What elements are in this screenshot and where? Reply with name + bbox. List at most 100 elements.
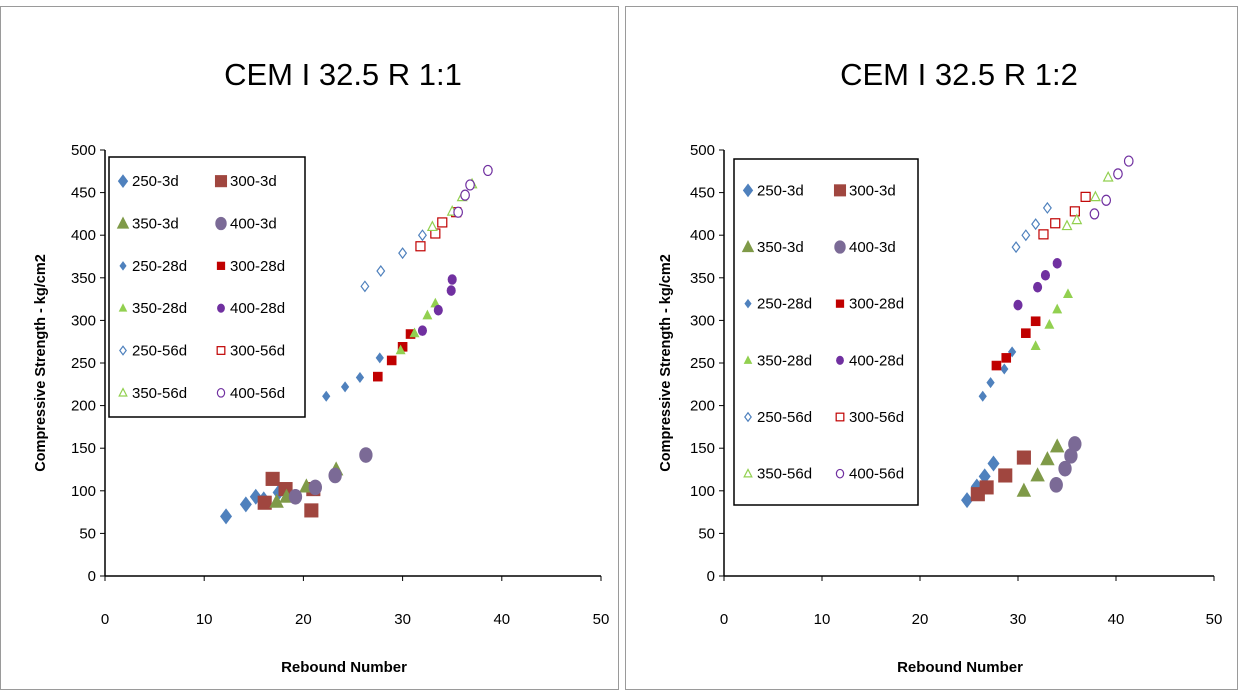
y-tick-label: 0 (88, 568, 96, 585)
legend-marker-350-3d (116, 216, 130, 229)
data-point (355, 371, 365, 383)
data-point (308, 479, 322, 496)
data-point (460, 189, 470, 201)
data-point (1101, 194, 1112, 206)
legend-label-250-3d: 250-3d (132, 173, 179, 190)
x-tick-label: 10 (196, 611, 213, 628)
legend-label-400-56d: 400-56d (849, 466, 904, 483)
data-point (398, 247, 408, 260)
y-tick-label: 400 (71, 227, 96, 244)
legend-marker-350-56d (743, 468, 753, 478)
data-point (376, 264, 386, 277)
legend-label-350-3d: 350-3d (757, 239, 804, 256)
y-tick-label: 450 (71, 185, 96, 202)
y-tick-label: 450 (690, 185, 715, 202)
legend-marker-250-56d (119, 345, 127, 356)
y-tick-label: 100 (690, 483, 715, 500)
data-point (446, 285, 456, 296)
data-point (417, 229, 427, 242)
legend-marker-250-28d (119, 261, 127, 271)
legend-marker-300-3d (833, 184, 847, 197)
y-tick-label: 50 (698, 525, 715, 542)
y-tick-label: 300 (71, 312, 96, 329)
x-tick-label: 40 (493, 611, 510, 628)
series-400-3d (1049, 436, 1082, 493)
data-point (483, 164, 493, 177)
x-tick-label: 30 (1010, 611, 1027, 628)
data-point (340, 381, 350, 393)
data-point (1089, 208, 1100, 220)
legend-label-250-3d: 250-3d (757, 182, 804, 199)
series-250-56d (1011, 201, 1052, 254)
data-point (1080, 191, 1091, 202)
data-point (417, 325, 427, 336)
data-point (1040, 451, 1055, 466)
legend-box (108, 156, 306, 418)
data-point (1062, 288, 1073, 299)
legend-marker-300-56d (216, 346, 226, 355)
data-point (1052, 303, 1063, 314)
legend-label-300-3d: 300-3d (230, 173, 277, 190)
data-point (304, 503, 319, 518)
data-point (1123, 155, 1134, 167)
x-tick-label: 20 (295, 611, 312, 628)
data-point (1069, 206, 1080, 217)
series-400-56d (1089, 155, 1134, 220)
data-point (1030, 340, 1041, 351)
legend-label-300-28d: 300-28d (849, 296, 904, 313)
data-point (375, 352, 384, 364)
data-point (453, 206, 464, 218)
legend-marker-300-28d (835, 299, 845, 308)
legend: 250-3d 300-3d 350-3d 400-3d 250-28d 300-28d 35… (733, 158, 919, 506)
data-point (1113, 168, 1123, 180)
series-300-28d (991, 316, 1041, 371)
data-point (1000, 363, 1009, 375)
x-tick-label: 50 (1206, 611, 1223, 628)
data-point (372, 371, 383, 382)
legend-label-350-28d: 350-28d (757, 352, 812, 369)
legend-label-400-28d: 400-28d (230, 300, 285, 317)
y-tick-label: 150 (690, 440, 715, 457)
legend-label-350-56d: 350-56d (132, 385, 187, 402)
legend-marker-300-28d (216, 261, 226, 270)
y-tick-label: 100 (71, 483, 96, 500)
legend-label-300-56d: 300-56d (849, 409, 904, 426)
legend-marker-300-56d (835, 412, 845, 422)
series-400-28d (417, 274, 457, 336)
legend-label-300-56d: 300-56d (230, 343, 285, 360)
data-point (437, 217, 448, 228)
data-point (1050, 218, 1061, 229)
data-point (359, 447, 373, 463)
data-point (1052, 258, 1062, 269)
data-point (422, 309, 433, 320)
data-point (979, 480, 994, 495)
series-350-56d (1061, 170, 1114, 231)
data-point (1016, 482, 1032, 497)
data-point (1021, 328, 1031, 338)
x-tick-label: 10 (814, 611, 831, 628)
chart-panel-left: CEM I 32.5 R 1:1 0 50 100 150 200 250 300 350 400… (0, 6, 619, 690)
y-tick-label: 250 (71, 355, 96, 372)
y-tick-label: 150 (71, 440, 96, 457)
y-tick-label: 200 (71, 398, 96, 415)
series-400-56d (453, 164, 493, 218)
data-point (395, 344, 406, 355)
legend-label-350-56d: 350-56d (757, 466, 812, 483)
legend-marker-250-56d (744, 411, 752, 423)
data-point (1102, 170, 1114, 182)
data-point (447, 274, 457, 285)
legend-label-400-56d: 400-56d (230, 385, 285, 402)
data-point (1049, 477, 1063, 493)
legend-marker-400-56d (216, 387, 226, 398)
legend-marker-250-3d (117, 174, 129, 189)
legend-marker-350-28d (743, 355, 753, 364)
x-axis-label: Rebound Number (897, 659, 1023, 676)
data-point (1042, 201, 1052, 214)
legend-label-350-28d: 350-28d (132, 300, 187, 317)
x-axis-label: Rebound Number (281, 659, 407, 676)
data-point (265, 471, 280, 486)
series-250-56d (360, 229, 427, 293)
data-point (220, 508, 233, 525)
legend-marker-350-28d (118, 303, 128, 312)
plot-points (220, 164, 493, 525)
